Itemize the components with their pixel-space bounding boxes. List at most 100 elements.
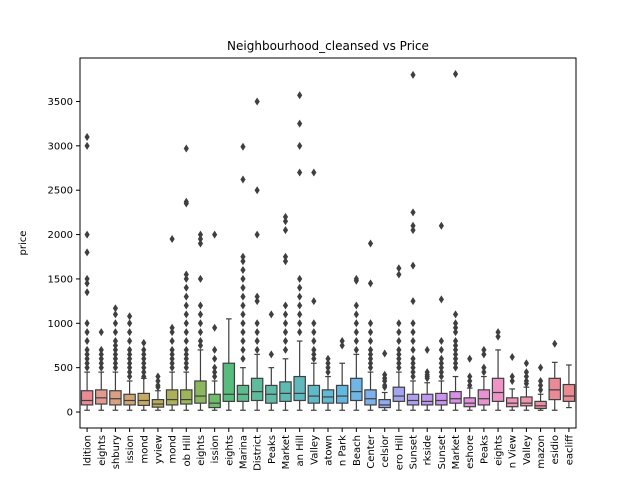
- outlier-point: [127, 372, 133, 381]
- outlier-point: [84, 248, 90, 257]
- outlier-point: [141, 359, 147, 368]
- box-8: [180, 144, 193, 411]
- outlier-point: [438, 354, 444, 363]
- outlier-point: [240, 328, 246, 337]
- outlier-point: [141, 345, 147, 354]
- outlier-point: [282, 337, 289, 346]
- outlier-point: [127, 359, 133, 368]
- box-body: [435, 392, 448, 406]
- outlier-point: [438, 368, 444, 377]
- box-17: [307, 168, 321, 411]
- outlier-point: [183, 292, 189, 301]
- box-body: [406, 393, 420, 406]
- y-tick-label: 0: [67, 408, 73, 419]
- outlier-point: [297, 91, 303, 100]
- x-tick-label: eights: [196, 435, 207, 466]
- outlier-point: [325, 359, 331, 368]
- outlier-point: [509, 372, 515, 381]
- outlier-point: [396, 359, 402, 368]
- outlier-point: [183, 144, 189, 153]
- outlier-point: [84, 319, 90, 328]
- outlier-point: [240, 142, 246, 151]
- outlier-point: [367, 239, 374, 248]
- outlier-point: [382, 383, 388, 392]
- box-body: [94, 389, 108, 405]
- outlier-point: [98, 328, 104, 337]
- box-29: [477, 345, 491, 411]
- outlier-point: [311, 328, 317, 337]
- outlier-point: [84, 363, 90, 372]
- outlier-point: [254, 297, 260, 306]
- x-tick-label: mazon: [536, 435, 547, 469]
- outlier-point: [240, 292, 246, 301]
- outlier-point: [112, 328, 119, 337]
- outlier-point: [282, 252, 289, 261]
- outlier-point: [268, 350, 274, 359]
- outlier-point: [523, 368, 529, 377]
- x-tick-label: Sunset: [409, 435, 420, 469]
- box-25: [420, 345, 434, 411]
- box-body: [165, 389, 179, 406]
- outlier-point: [155, 376, 161, 385]
- y-axis-label: price: [18, 231, 29, 256]
- outlier-point: [325, 363, 331, 372]
- box-body: [562, 383, 576, 402]
- outlier-point: [537, 381, 544, 390]
- outlier-point: [523, 359, 529, 368]
- outlier-point: [183, 337, 189, 346]
- outlier-point: [197, 319, 204, 328]
- outlier-point: [84, 230, 90, 239]
- box-body: [534, 400, 547, 410]
- outlier-point: [339, 341, 345, 350]
- outlier-point: [84, 359, 90, 368]
- y-tick-label: 500: [54, 363, 73, 374]
- outlier-point: [240, 252, 246, 261]
- x-tick-label: n Park: [338, 435, 349, 466]
- x-tick-label: eights: [97, 435, 108, 466]
- outlier-point: [297, 301, 303, 310]
- x-tick-label: celsior: [380, 434, 391, 468]
- box-body: [80, 390, 94, 406]
- outlier-point: [127, 319, 133, 328]
- box-body: [307, 384, 321, 404]
- outlier-point: [396, 319, 402, 328]
- box-15: [279, 212, 292, 411]
- x-tick-label: Market: [281, 435, 292, 469]
- outlier-point: [112, 345, 119, 354]
- outlier-point: [197, 341, 204, 350]
- x-tick-label: rkside: [423, 435, 434, 465]
- x-tick-label: yview: [153, 435, 164, 464]
- outlier-point: [169, 359, 175, 368]
- x-tick-label: mond: [168, 435, 179, 464]
- outlier-point: [268, 310, 274, 319]
- outlier-point: [127, 345, 133, 354]
- box-9: [194, 230, 207, 411]
- box-30: [491, 328, 505, 411]
- box-body: [491, 377, 505, 402]
- outlier-point: [197, 274, 204, 283]
- outlier-point: [353, 319, 359, 328]
- box-body: [520, 396, 533, 407]
- box-body: [123, 393, 136, 406]
- box-33: [534, 363, 547, 411]
- outlier-point: [311, 350, 317, 359]
- outlier-point: [169, 337, 175, 346]
- outlier-point: [212, 368, 218, 377]
- outlier-point: [452, 319, 459, 328]
- outlier-point: [452, 328, 459, 337]
- outlier-point: [197, 301, 204, 310]
- outlier-point: [169, 328, 175, 337]
- outlier-point: [311, 354, 317, 363]
- x-tick-label: ission: [125, 435, 136, 463]
- x-tick-label: ero Hill: [394, 435, 405, 470]
- outlier-point: [240, 354, 246, 363]
- outlier-point: [495, 328, 501, 337]
- outlier-point: [452, 350, 459, 359]
- outlier-point: [367, 359, 374, 368]
- outlier-point: [212, 372, 218, 381]
- outlier-point: [396, 264, 402, 273]
- x-tick-label: ldition: [83, 435, 94, 466]
- outlier-point: [84, 328, 90, 337]
- outlier-point: [311, 168, 317, 177]
